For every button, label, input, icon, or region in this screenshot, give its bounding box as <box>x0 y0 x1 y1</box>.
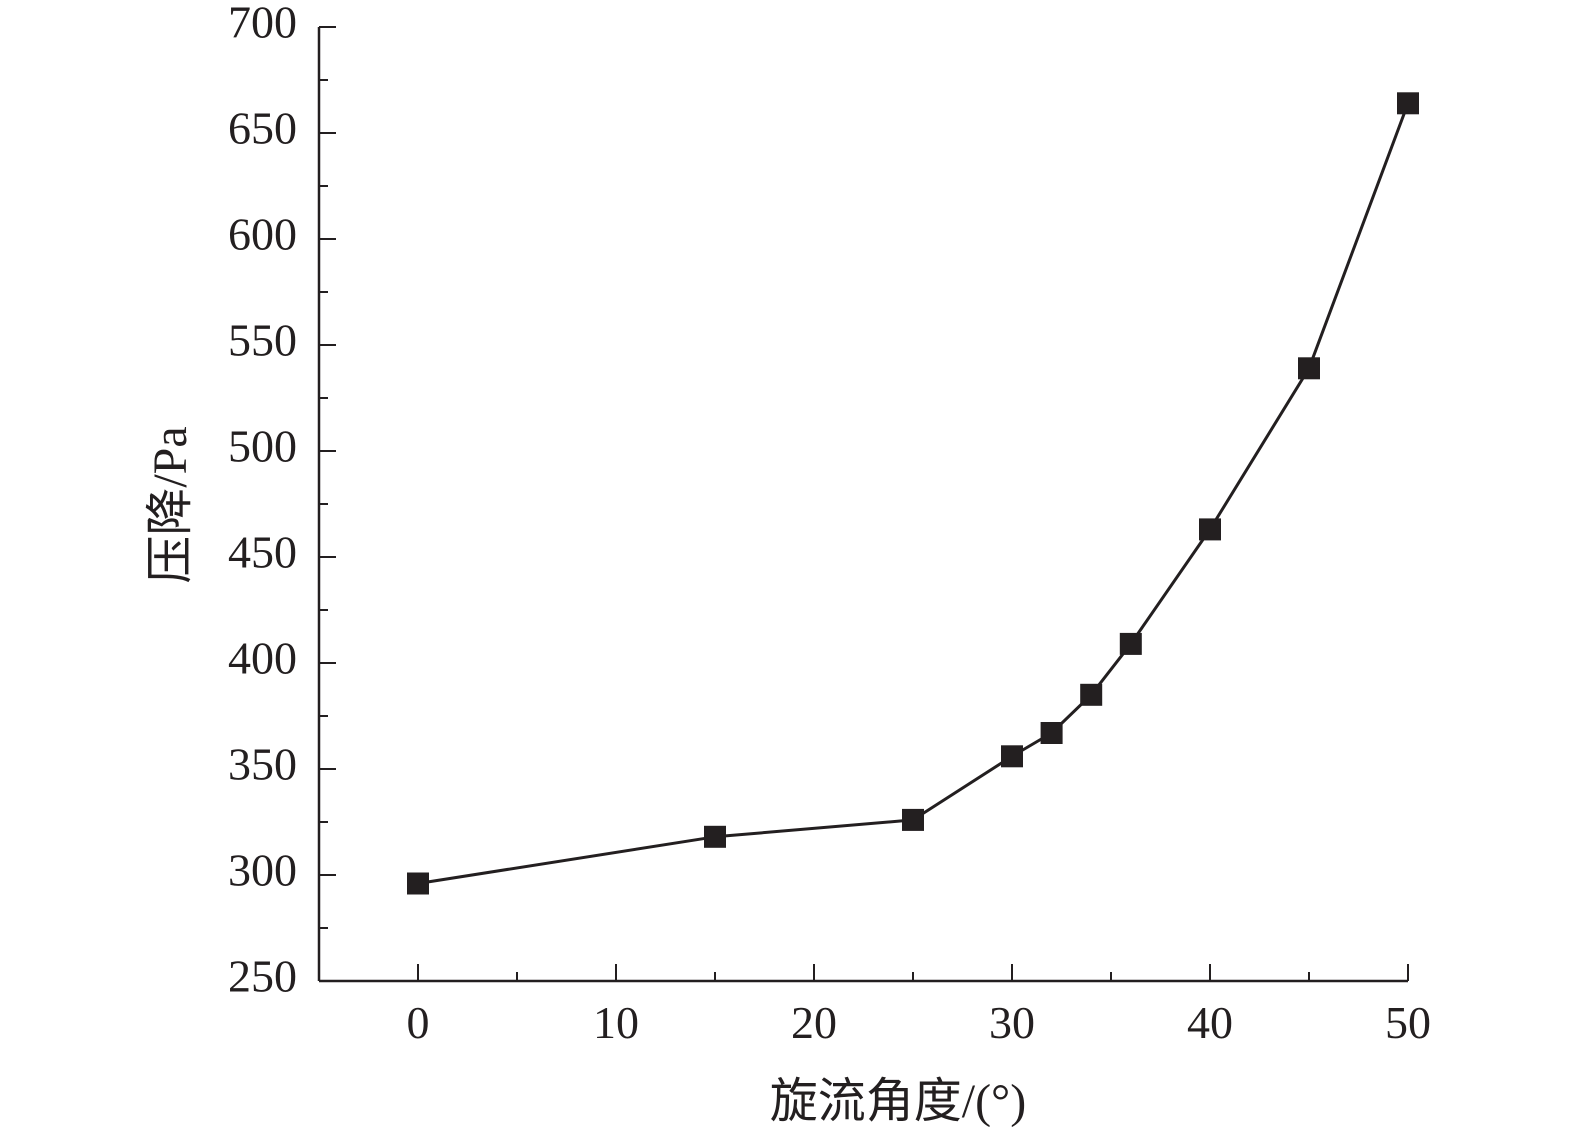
data-point-marker <box>1080 683 1103 706</box>
y-tick-label: 250 <box>228 951 297 1002</box>
y-tick-label: 550 <box>228 315 297 366</box>
x-tick-label: 0 <box>407 997 430 1048</box>
data-point-marker <box>1397 92 1419 115</box>
y-tick-label: 300 <box>228 845 297 896</box>
series-line <box>417 102 1410 885</box>
x-tick-label: 10 <box>593 997 639 1048</box>
y-tick-label: 450 <box>228 527 297 578</box>
y-tick-label: 600 <box>228 209 297 260</box>
data-point-marker <box>1040 722 1063 744</box>
data-point-marker <box>1001 745 1023 768</box>
y-tick-label: 350 <box>228 739 297 790</box>
x-tick-label: 50 <box>1385 997 1431 1048</box>
x-axis-title: 旋流角度/(°) <box>770 1075 1027 1128</box>
data-point-marker <box>1298 357 1320 380</box>
axes: 250 300 350 400 450 500 550 600 650 700 0 10 20 30 40 5… <box>228 0 1431 1048</box>
x-tick-label: 30 <box>989 997 1035 1048</box>
data-point-marker <box>902 808 924 831</box>
data-point-marker <box>704 825 726 848</box>
y-tick-label: 400 <box>228 633 297 684</box>
data-point-marker <box>1119 632 1142 655</box>
y-tick-label: 650 <box>228 103 297 154</box>
series-group <box>407 92 1419 895</box>
data-point-marker <box>1199 518 1221 541</box>
y-axis-title: 压降/Pa <box>144 426 197 583</box>
x-tick-label: 40 <box>1187 997 1233 1048</box>
data-point-marker <box>407 872 429 895</box>
x-tick-label: 20 <box>791 997 837 1048</box>
y-tick-label: 700 <box>228 0 297 48</box>
y-tick-label: 500 <box>228 421 297 472</box>
